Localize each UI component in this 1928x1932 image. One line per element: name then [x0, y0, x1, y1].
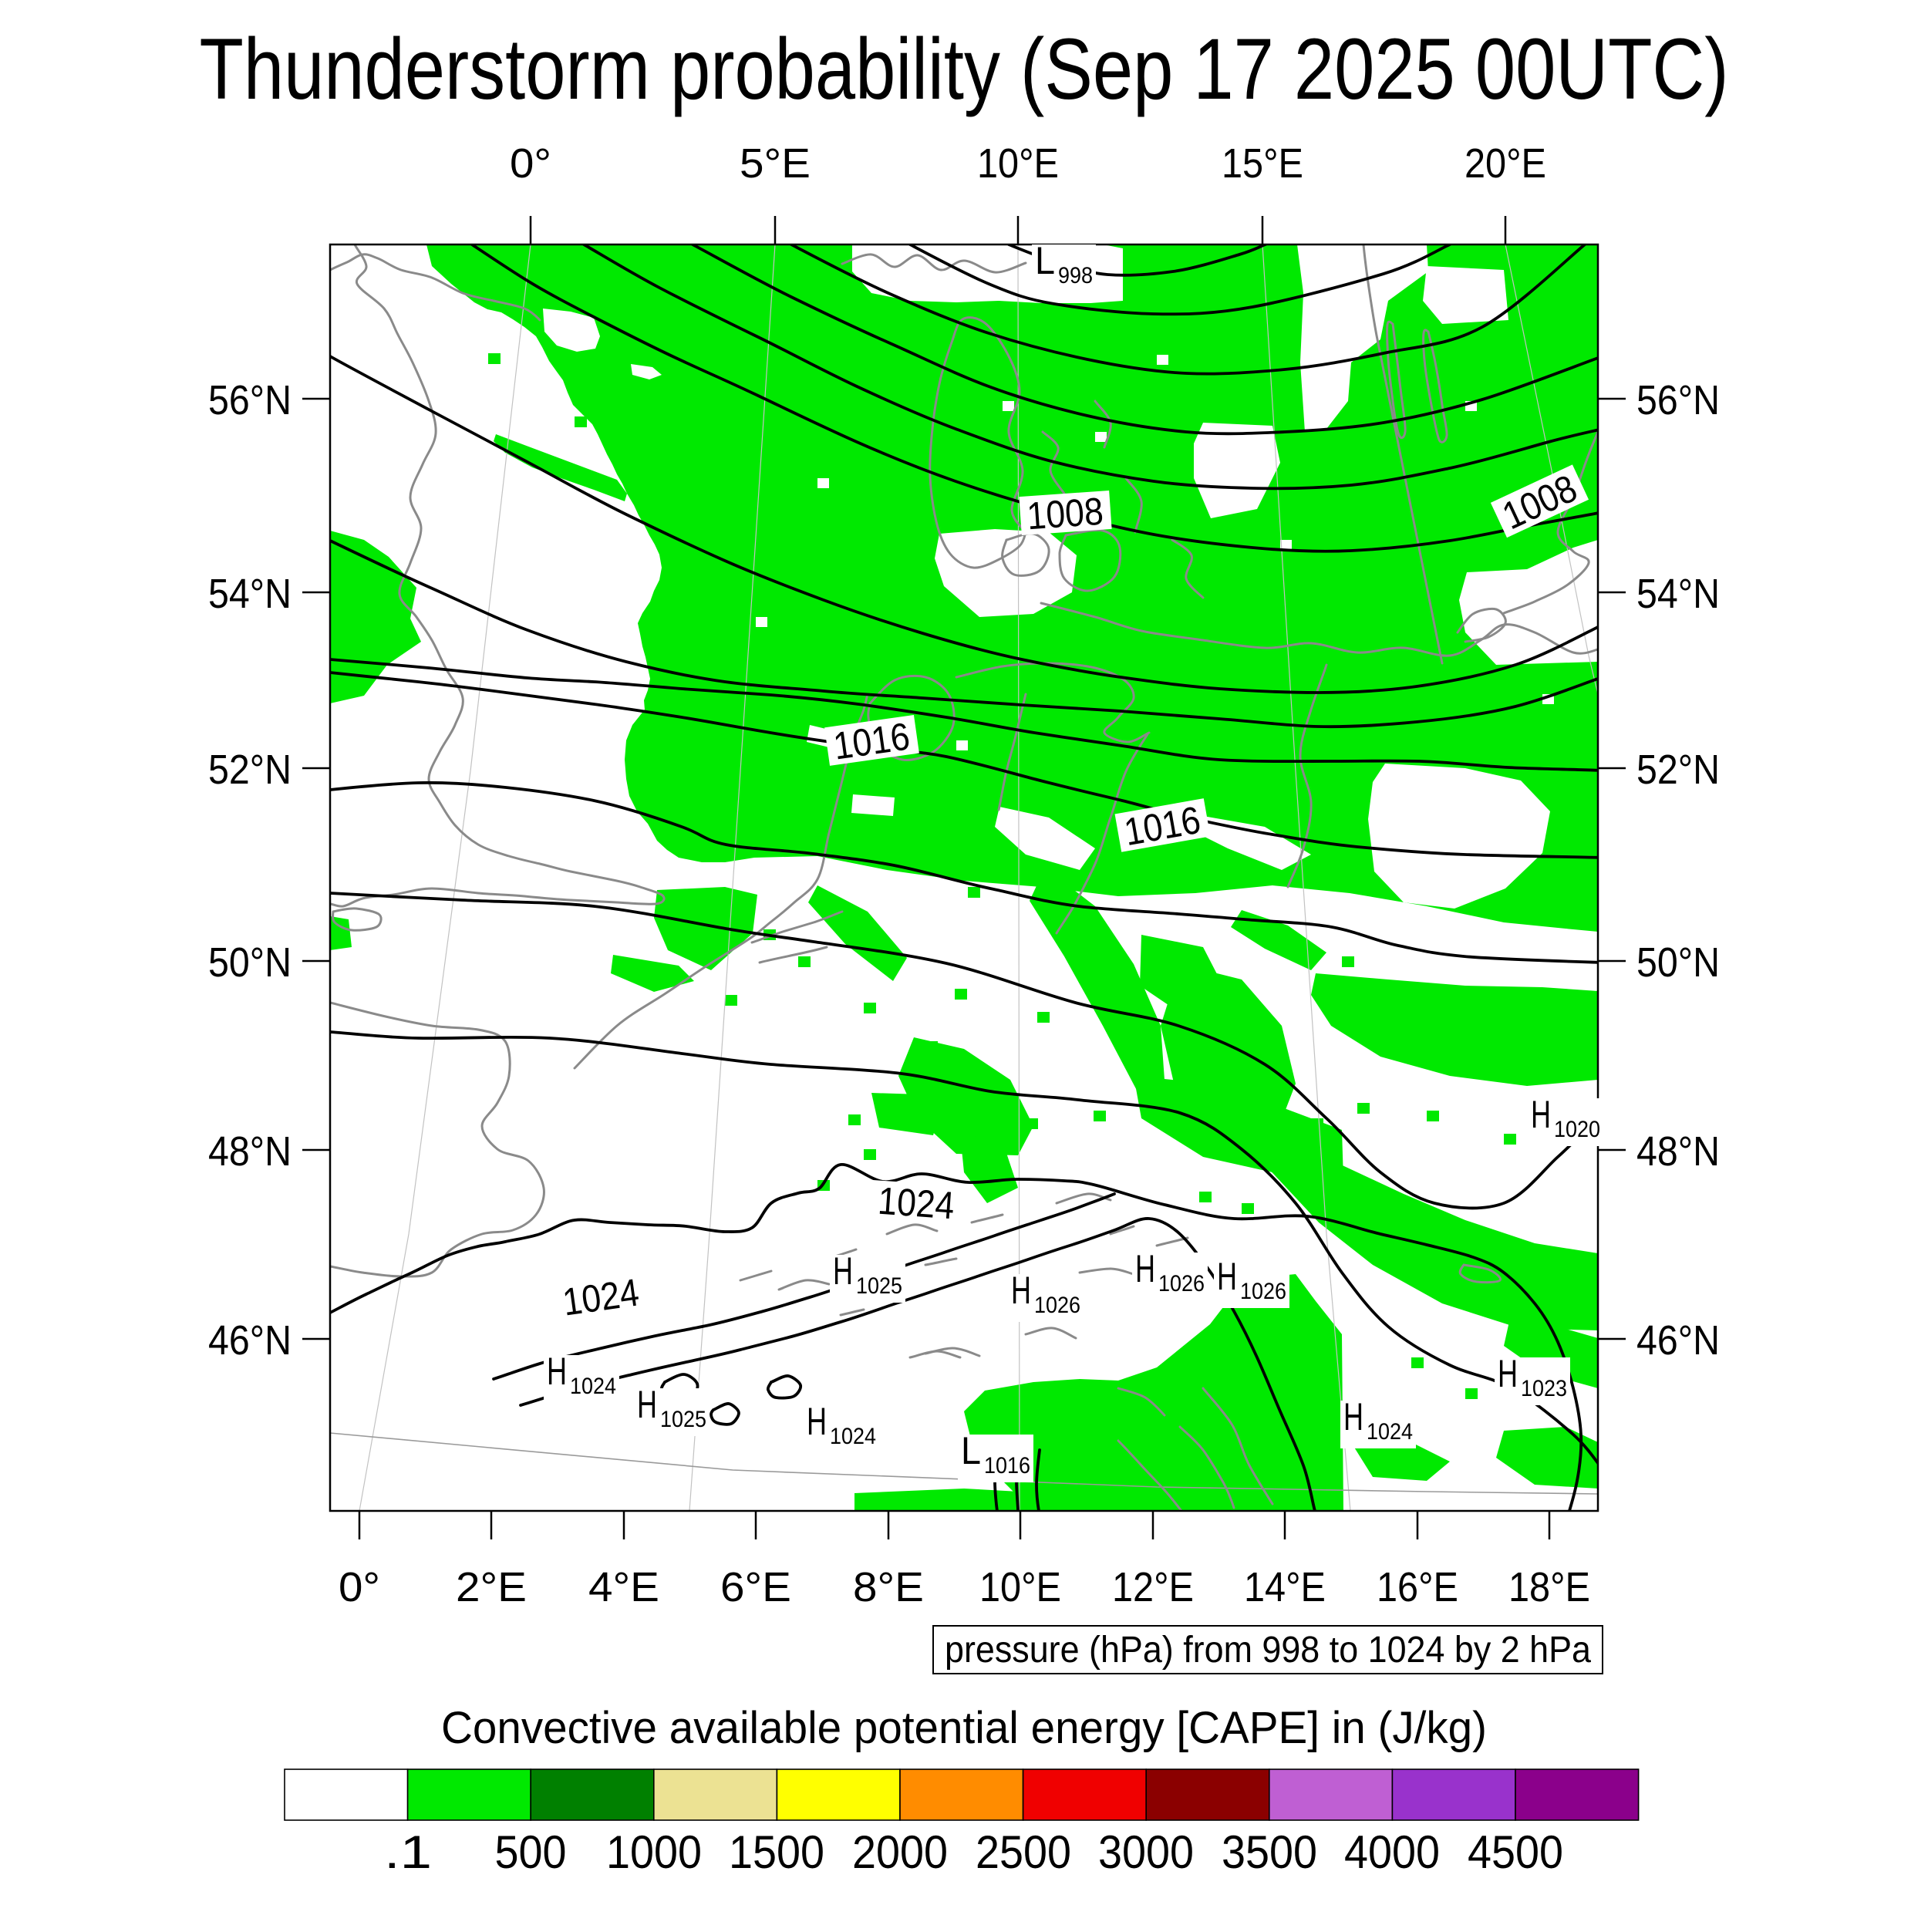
svg-text:1024: 1024 [570, 1374, 616, 1399]
svg-text:18°E: 18°E [1508, 1564, 1590, 1610]
svg-text:1026: 1026 [1034, 1293, 1080, 1318]
svg-text:1024: 1024 [1367, 1419, 1413, 1445]
svg-text:6°E: 6°E [720, 1564, 791, 1610]
svg-text:H: H [1531, 1093, 1551, 1136]
svg-text:500: 500 [495, 1826, 567, 1878]
svg-text:3500: 3500 [1222, 1826, 1317, 1878]
svg-text:H: H [1217, 1255, 1237, 1298]
svg-text:15°E: 15°E [1222, 140, 1303, 187]
svg-text:14°E: 14°E [1244, 1564, 1326, 1610]
svg-text:10°E: 10°E [977, 140, 1059, 187]
svg-text:52°N: 52°N [1636, 747, 1720, 793]
svg-text:1016: 1016 [984, 1453, 1030, 1479]
svg-text:46°N: 46°N [208, 1317, 292, 1364]
svg-text:20°E: 20°E [1465, 140, 1546, 187]
svg-text:1500: 1500 [729, 1826, 824, 1878]
svg-text:1024: 1024 [877, 1179, 956, 1228]
svg-text:50°N: 50°N [1636, 939, 1720, 986]
svg-text:1020: 1020 [1554, 1117, 1600, 1142]
svg-text:48°N: 48°N [1636, 1128, 1720, 1175]
svg-text:1025: 1025 [660, 1407, 706, 1432]
svg-text:1023: 1023 [1521, 1376, 1567, 1401]
svg-text:54°N: 54°N [1636, 571, 1720, 617]
svg-text:8°E: 8°E [853, 1564, 924, 1610]
svg-text:H: H [1498, 1352, 1518, 1395]
svg-text:1026: 1026 [1158, 1271, 1205, 1296]
svg-text:998: 998 [1058, 263, 1093, 288]
svg-text:5°E: 5°E [740, 140, 811, 187]
svg-text:H: H [807, 1400, 827, 1443]
svg-text:56°N: 56°N [1636, 377, 1720, 423]
svg-text:2°E: 2°E [456, 1564, 527, 1610]
svg-text:50°N: 50°N [208, 939, 292, 986]
svg-text:1024: 1024 [830, 1424, 876, 1449]
svg-text:Convective available potential: Convective available potential energy [C… [441, 1703, 1487, 1753]
svg-text:48°N: 48°N [208, 1128, 292, 1175]
svg-text:56°N: 56°N [208, 377, 292, 423]
svg-text:46°N: 46°N [1636, 1317, 1720, 1364]
svg-text:L: L [1035, 239, 1055, 282]
svg-text:H: H [1135, 1247, 1155, 1290]
svg-text:1016: 1016 [831, 714, 912, 767]
svg-text:54°N: 54°N [208, 571, 292, 617]
svg-text:H: H [637, 1383, 657, 1426]
svg-text:1025: 1025 [856, 1273, 902, 1299]
svg-text:2500: 2500 [976, 1826, 1071, 1878]
svg-text:4500: 4500 [1468, 1826, 1563, 1878]
svg-text:0°: 0° [339, 1564, 380, 1610]
svg-text:1000: 1000 [606, 1826, 702, 1878]
svg-text:3000: 3000 [1098, 1826, 1194, 1878]
svg-text:H: H [1343, 1395, 1363, 1438]
svg-text:H: H [547, 1350, 567, 1393]
svg-text:4°E: 4°E [588, 1564, 659, 1610]
svg-text:H: H [833, 1249, 853, 1293]
svg-text:12°E: 12°E [1112, 1564, 1194, 1610]
svg-text:52°N: 52°N [208, 747, 292, 793]
svg-text:1024: 1024 [560, 1270, 642, 1323]
svg-text:pressure (hPa) from 998 to 102: pressure (hPa) from 998 to 1024 by 2 hPa [945, 1630, 1591, 1671]
svg-text:Thunderstorm probability (Sep: Thunderstorm probability (Sep 17 2025 00… [200, 21, 1729, 117]
svg-text:16°E: 16°E [1377, 1564, 1458, 1610]
svg-text:H: H [1011, 1269, 1031, 1312]
svg-text:1026: 1026 [1240, 1279, 1286, 1304]
svg-text:0°: 0° [510, 140, 551, 187]
svg-text:L: L [961, 1429, 981, 1472]
svg-text:4000: 4000 [1344, 1826, 1440, 1878]
svg-text:10°E: 10°E [979, 1564, 1061, 1610]
svg-text:2000: 2000 [852, 1826, 948, 1878]
svg-text:1008: 1008 [1026, 490, 1105, 538]
svg-text:.1: .1 [384, 1826, 432, 1878]
